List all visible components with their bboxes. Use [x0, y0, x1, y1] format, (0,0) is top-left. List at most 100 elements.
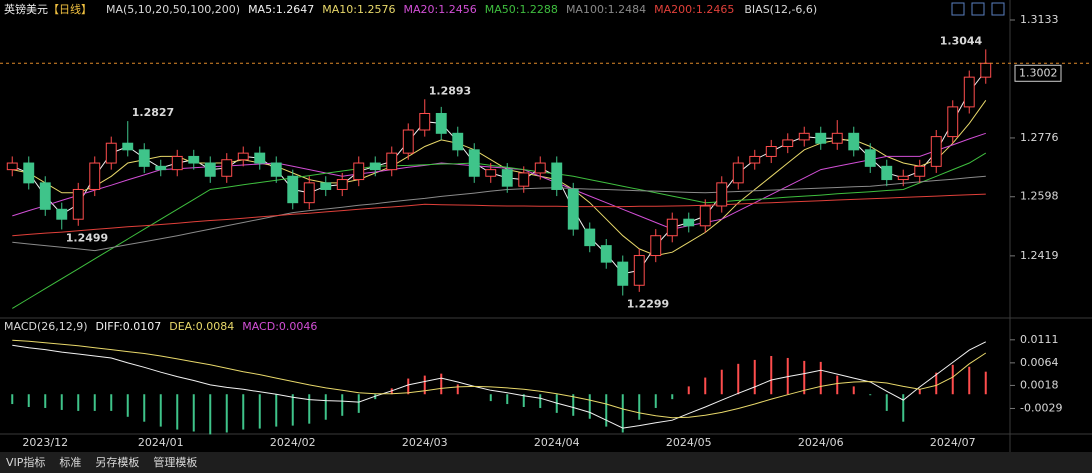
tab[interactable]: 标准 — [59, 455, 81, 469]
extra-indicator: BIAS(12,-6,6) — [744, 3, 817, 16]
symbol: 英镑美元 — [4, 2, 48, 16]
y-tick-label: 1.3133 — [1020, 13, 1059, 26]
candle-body — [402, 129, 414, 154]
candle-body — [947, 106, 959, 138]
candle-body — [798, 132, 810, 141]
tab[interactable]: 管理模板 — [153, 455, 197, 469]
macd-header: MACD(26,12,9) DIFF:0.0107 DEA:0.0084 MACD:0… — [4, 320, 317, 333]
candle-body — [881, 165, 893, 181]
high-annotation: 1.2893 — [429, 84, 471, 97]
candle-body — [963, 76, 975, 108]
period: 【日线】 — [48, 2, 92, 16]
candle-body — [831, 132, 843, 144]
candle-body — [39, 182, 51, 210]
indicator: MA(5,10,20,50,100,200) — [106, 3, 240, 16]
candle-body — [303, 182, 315, 204]
y-tick-label: -0.0029 — [1020, 401, 1062, 414]
candle-body — [72, 188, 84, 220]
candle-body — [584, 228, 596, 247]
candle-body — [782, 139, 794, 148]
candle-body — [122, 142, 134, 151]
candle-body — [287, 175, 299, 204]
candle-body — [6, 162, 18, 171]
indicator-line — [12, 70, 987, 275]
candle-body — [914, 165, 926, 177]
candle-body — [897, 175, 909, 181]
x-tick-label: 2024/02 — [270, 436, 316, 449]
indicator-line — [12, 339, 987, 419]
candle-body — [765, 146, 777, 157]
candle-body — [56, 208, 68, 220]
candle-body — [105, 142, 117, 164]
candle-body — [848, 132, 860, 151]
tab[interactable]: VIP指标 — [6, 455, 45, 469]
y-tick-label: 1.2419 — [1020, 249, 1059, 262]
y-tick-label: 0.0018 — [1020, 378, 1059, 391]
candle-body — [551, 162, 563, 190]
candle-body — [815, 132, 827, 144]
candle-body — [419, 112, 431, 131]
candle-body — [435, 112, 447, 134]
legend-entry: MA200:1.2465 — [654, 3, 734, 16]
candle-body — [452, 132, 464, 151]
candle-body — [633, 255, 645, 286]
candle-body — [468, 149, 480, 177]
candle-body — [204, 162, 216, 177]
candle-body — [254, 152, 266, 164]
last-price-box — [1014, 64, 1062, 82]
legend-entry: MA50:1.2288 — [485, 3, 558, 16]
macd-title: MACD(26,12,9) — [4, 320, 88, 333]
x-tick-label: 2024/05 — [666, 436, 712, 449]
x-tick-label: 2024/06 — [798, 436, 844, 449]
candle-body — [386, 152, 398, 171]
low-annotation: 1.2499 — [66, 231, 108, 244]
high-annotation: 1.2827 — [132, 106, 174, 119]
candle-body — [567, 188, 579, 230]
button-icon[interactable] — [971, 2, 985, 16]
candle-body — [749, 155, 761, 164]
tab-bar — [0, 452, 1092, 473]
candle-body — [138, 149, 150, 167]
x-tick-label: 2024/04 — [534, 436, 580, 449]
x-tick-label: 2024/03 — [402, 436, 448, 449]
candle-body — [501, 169, 513, 187]
candle-body — [650, 235, 662, 257]
y-tick-label: 0.0111 — [1020, 333, 1059, 346]
low-annotation: 1.2299 — [627, 298, 669, 311]
indicator-line — [12, 175, 986, 252]
header: 英镑美元【日线】 MA(5,10,20,50,100,200) MA5:1.2647… — [4, 2, 817, 16]
candle-body — [171, 155, 183, 171]
button-icon[interactable] — [951, 2, 965, 16]
candle-body — [534, 162, 546, 174]
candle-body — [188, 155, 200, 164]
candle-body — [336, 179, 348, 190]
indicator-line — [12, 152, 987, 309]
y-tick-label: 1.2598 — [1020, 190, 1059, 203]
y-tick-label: 1.2776 — [1020, 131, 1059, 144]
candle-body — [666, 218, 678, 237]
legend-entry: MA5:1.2647 — [248, 3, 314, 16]
candle-body — [221, 159, 233, 177]
candle-body — [237, 152, 249, 161]
window-buttons — [951, 2, 1005, 16]
indicator-line — [12, 132, 986, 230]
legend-entry: MA20:1.2456 — [404, 3, 477, 16]
legend-entry: DIFF:0.0107 — [96, 320, 162, 333]
x-tick-label: 2024/07 — [930, 436, 976, 449]
candle-body — [485, 169, 497, 177]
indicator-line — [12, 193, 986, 237]
x-tick-label: 2023/12 — [22, 436, 68, 449]
button-icon[interactable] — [991, 2, 1005, 16]
candle-body — [699, 205, 711, 227]
candle-body — [864, 149, 876, 167]
candle-body — [600, 245, 612, 263]
candle-body — [683, 218, 695, 227]
candle-body — [320, 182, 332, 190]
tab[interactable]: 另存模板 — [95, 455, 139, 469]
legend-entry: MA10:1.2576 — [322, 3, 395, 16]
candle-body — [155, 165, 167, 171]
y-tick-label: 0.0064 — [1020, 356, 1059, 369]
legend-entry: MACD:0.0046 — [242, 320, 317, 333]
candle-body — [369, 162, 381, 171]
